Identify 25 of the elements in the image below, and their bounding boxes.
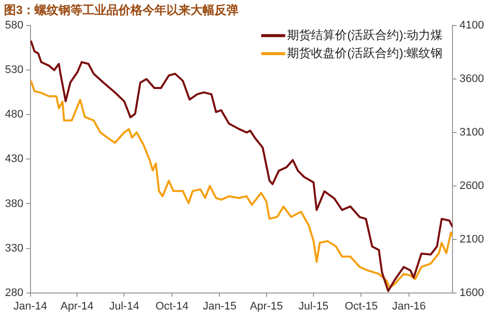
y2-tick-label: 4100 bbox=[460, 20, 484, 32]
legend-label: 期货收盘价(活跃合约):螺纹钢 bbox=[287, 46, 443, 60]
x-tick-label: Oct-14 bbox=[155, 300, 188, 312]
y2-tick-label: 3600 bbox=[460, 73, 484, 86]
y-tick-label: 330 bbox=[4, 242, 24, 254]
x-tick-label: Jan-14 bbox=[14, 300, 48, 312]
x-tick-label: Jul-14 bbox=[109, 300, 140, 312]
y2-tick-label: 2600 bbox=[460, 180, 484, 192]
y-tick-label: 580 bbox=[4, 20, 24, 32]
x-tick-label: Apr-15 bbox=[250, 300, 283, 312]
y2-tick-label: 3100 bbox=[460, 126, 484, 139]
x-tick-label: Jan-16 bbox=[392, 300, 426, 312]
x-tick-label: Jan-15 bbox=[202, 300, 236, 312]
y2-tick-label: 1600 bbox=[460, 286, 484, 299]
chart-title: 图3：螺纹钢等工业品价格今年以来大幅反弹 bbox=[4, 2, 239, 19]
x-tick-label: Oct-15 bbox=[344, 300, 378, 312]
y-tick-label: 380 bbox=[4, 198, 24, 210]
y-tick-label: 280 bbox=[4, 286, 24, 299]
y2-tick-label: 2100 bbox=[460, 233, 484, 246]
x-tick-label: Jul-15 bbox=[298, 300, 329, 312]
legend-label: 期货结算价(活跃合约):动力煤 bbox=[287, 28, 443, 42]
y-tick-label: 530 bbox=[4, 64, 24, 76]
y-tick-label: 480 bbox=[4, 108, 24, 121]
x-tick-label: Apr-14 bbox=[60, 300, 94, 312]
y-tick-label: 430 bbox=[4, 153, 24, 166]
